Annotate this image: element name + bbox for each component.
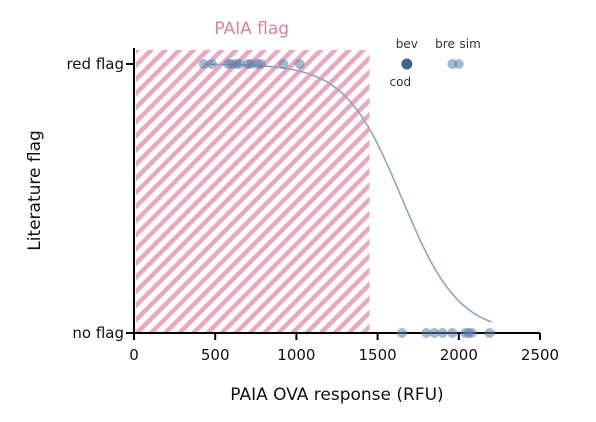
red-flag-point-5 <box>234 59 245 69</box>
x-tick-label-2500: 2500 <box>521 346 559 364</box>
y-tick-label-red-flag: red flag <box>66 55 124 73</box>
point-label-cod: cod <box>390 75 412 89</box>
red-flag-point-9 <box>255 59 266 69</box>
red-flag-point-1 <box>206 59 217 69</box>
no-flag-point-4 <box>447 328 458 338</box>
paia-flag-band-layer: PAIA flag <box>136 19 370 333</box>
red-flag-point-10 <box>278 59 289 69</box>
x-tick-label-500: 500 <box>201 346 230 364</box>
x-axis-title: PAIA OVA response (RFU) <box>230 385 443 405</box>
x-tick-label-1000: 1000 <box>277 346 315 364</box>
x-tick-label-2000: 2000 <box>440 346 478 364</box>
red-flag-point-12 <box>401 58 413 70</box>
no-flag-point-2 <box>429 328 440 338</box>
y-tick-label-no-flag: no flag <box>72 324 124 342</box>
no-flag-point-7 <box>466 328 477 338</box>
red-flag-point-0 <box>198 59 209 69</box>
paia-flag-band <box>136 50 370 333</box>
point-label-bev: bev <box>396 37 418 51</box>
x-tick-label-0: 0 <box>129 346 139 364</box>
data-points <box>198 58 495 338</box>
point-label-sim: sim <box>460 37 481 51</box>
red-flag-point-14 <box>453 59 464 69</box>
text-labels: bev cod bre sim <box>390 37 481 89</box>
no-flag-point-1 <box>421 328 432 338</box>
axes: 0 500 1000 1500 2000 2500 no flag red flag PAIA … <box>25 48 559 405</box>
paia-flag-band-label: PAIA flag <box>214 19 289 39</box>
no-flag-point-8 <box>484 328 495 338</box>
red-flag-point-11 <box>294 59 305 69</box>
no-flag-point-0 <box>396 328 407 338</box>
no-flag-point-3 <box>437 328 448 338</box>
x-tick-label-1500: 1500 <box>359 346 397 364</box>
point-label-bre: bre <box>435 37 455 51</box>
y-axis-title: Literature flag <box>25 130 45 251</box>
